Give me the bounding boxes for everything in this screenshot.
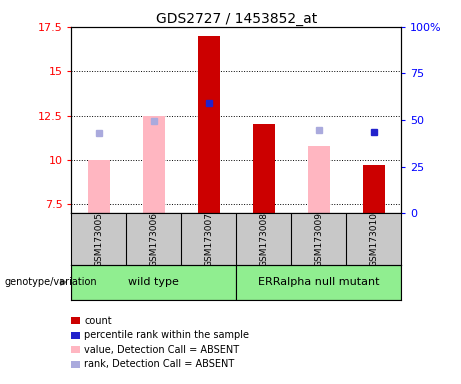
- Text: wild type: wild type: [129, 277, 179, 287]
- Text: GSM173005: GSM173005: [95, 212, 103, 266]
- Text: count: count: [84, 316, 112, 326]
- Text: GSM173009: GSM173009: [314, 212, 323, 266]
- Bar: [253, 124, 275, 213]
- Text: GSM173006: GSM173006: [149, 212, 159, 266]
- Text: percentile rank within the sample: percentile rank within the sample: [84, 330, 249, 340]
- Bar: [143, 116, 165, 213]
- Text: rank, Detection Call = ABSENT: rank, Detection Call = ABSENT: [84, 359, 235, 369]
- Bar: [307, 146, 330, 213]
- Bar: [236, 265, 401, 300]
- Text: GSM173007: GSM173007: [204, 212, 213, 266]
- Bar: [88, 160, 110, 213]
- Text: GSM173010: GSM173010: [369, 212, 378, 266]
- Text: genotype/variation: genotype/variation: [5, 277, 97, 287]
- Text: ERRalpha null mutant: ERRalpha null mutant: [258, 277, 379, 287]
- Bar: [363, 165, 384, 213]
- Bar: [71, 265, 236, 300]
- Text: GSM173008: GSM173008: [259, 212, 268, 266]
- Text: value, Detection Call = ABSENT: value, Detection Call = ABSENT: [84, 345, 239, 355]
- Title: GDS2727 / 1453852_at: GDS2727 / 1453852_at: [156, 12, 317, 26]
- Bar: [198, 36, 220, 213]
